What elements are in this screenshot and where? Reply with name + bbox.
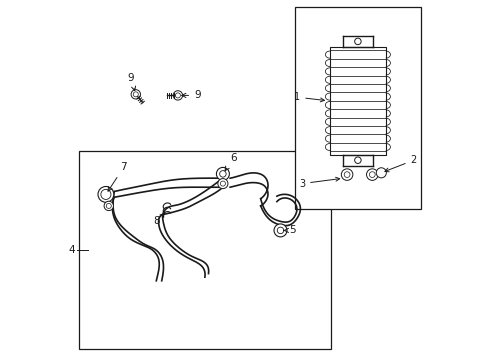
Circle shape: [368, 172, 374, 177]
Circle shape: [375, 168, 386, 178]
Circle shape: [354, 38, 361, 45]
Circle shape: [218, 179, 227, 189]
Bar: [329, 47, 385, 155]
Circle shape: [354, 157, 361, 163]
Circle shape: [220, 181, 225, 186]
Text: 8: 8: [153, 213, 164, 226]
Text: 4: 4: [68, 245, 75, 255]
Text: 2: 2: [384, 155, 416, 172]
Text: 3: 3: [299, 177, 339, 189]
Circle shape: [173, 91, 182, 100]
Circle shape: [366, 169, 377, 180]
Bar: [79, 151, 330, 349]
Circle shape: [98, 186, 114, 202]
Circle shape: [341, 169, 352, 180]
Circle shape: [344, 172, 349, 177]
Circle shape: [104, 201, 113, 211]
Circle shape: [131, 90, 140, 99]
Circle shape: [133, 92, 138, 97]
Text: 9: 9: [182, 90, 200, 100]
Circle shape: [101, 189, 111, 199]
Circle shape: [219, 171, 225, 177]
Text: 7: 7: [108, 162, 127, 191]
Bar: [294, 7, 420, 209]
Circle shape: [216, 167, 229, 180]
Text: 9: 9: [127, 73, 135, 91]
Text: 1: 1: [294, 92, 324, 102]
Circle shape: [106, 203, 111, 208]
Text: 6: 6: [224, 153, 236, 171]
Circle shape: [273, 224, 286, 237]
Circle shape: [277, 227, 283, 234]
Text: 5: 5: [283, 225, 296, 235]
Circle shape: [175, 93, 180, 98]
